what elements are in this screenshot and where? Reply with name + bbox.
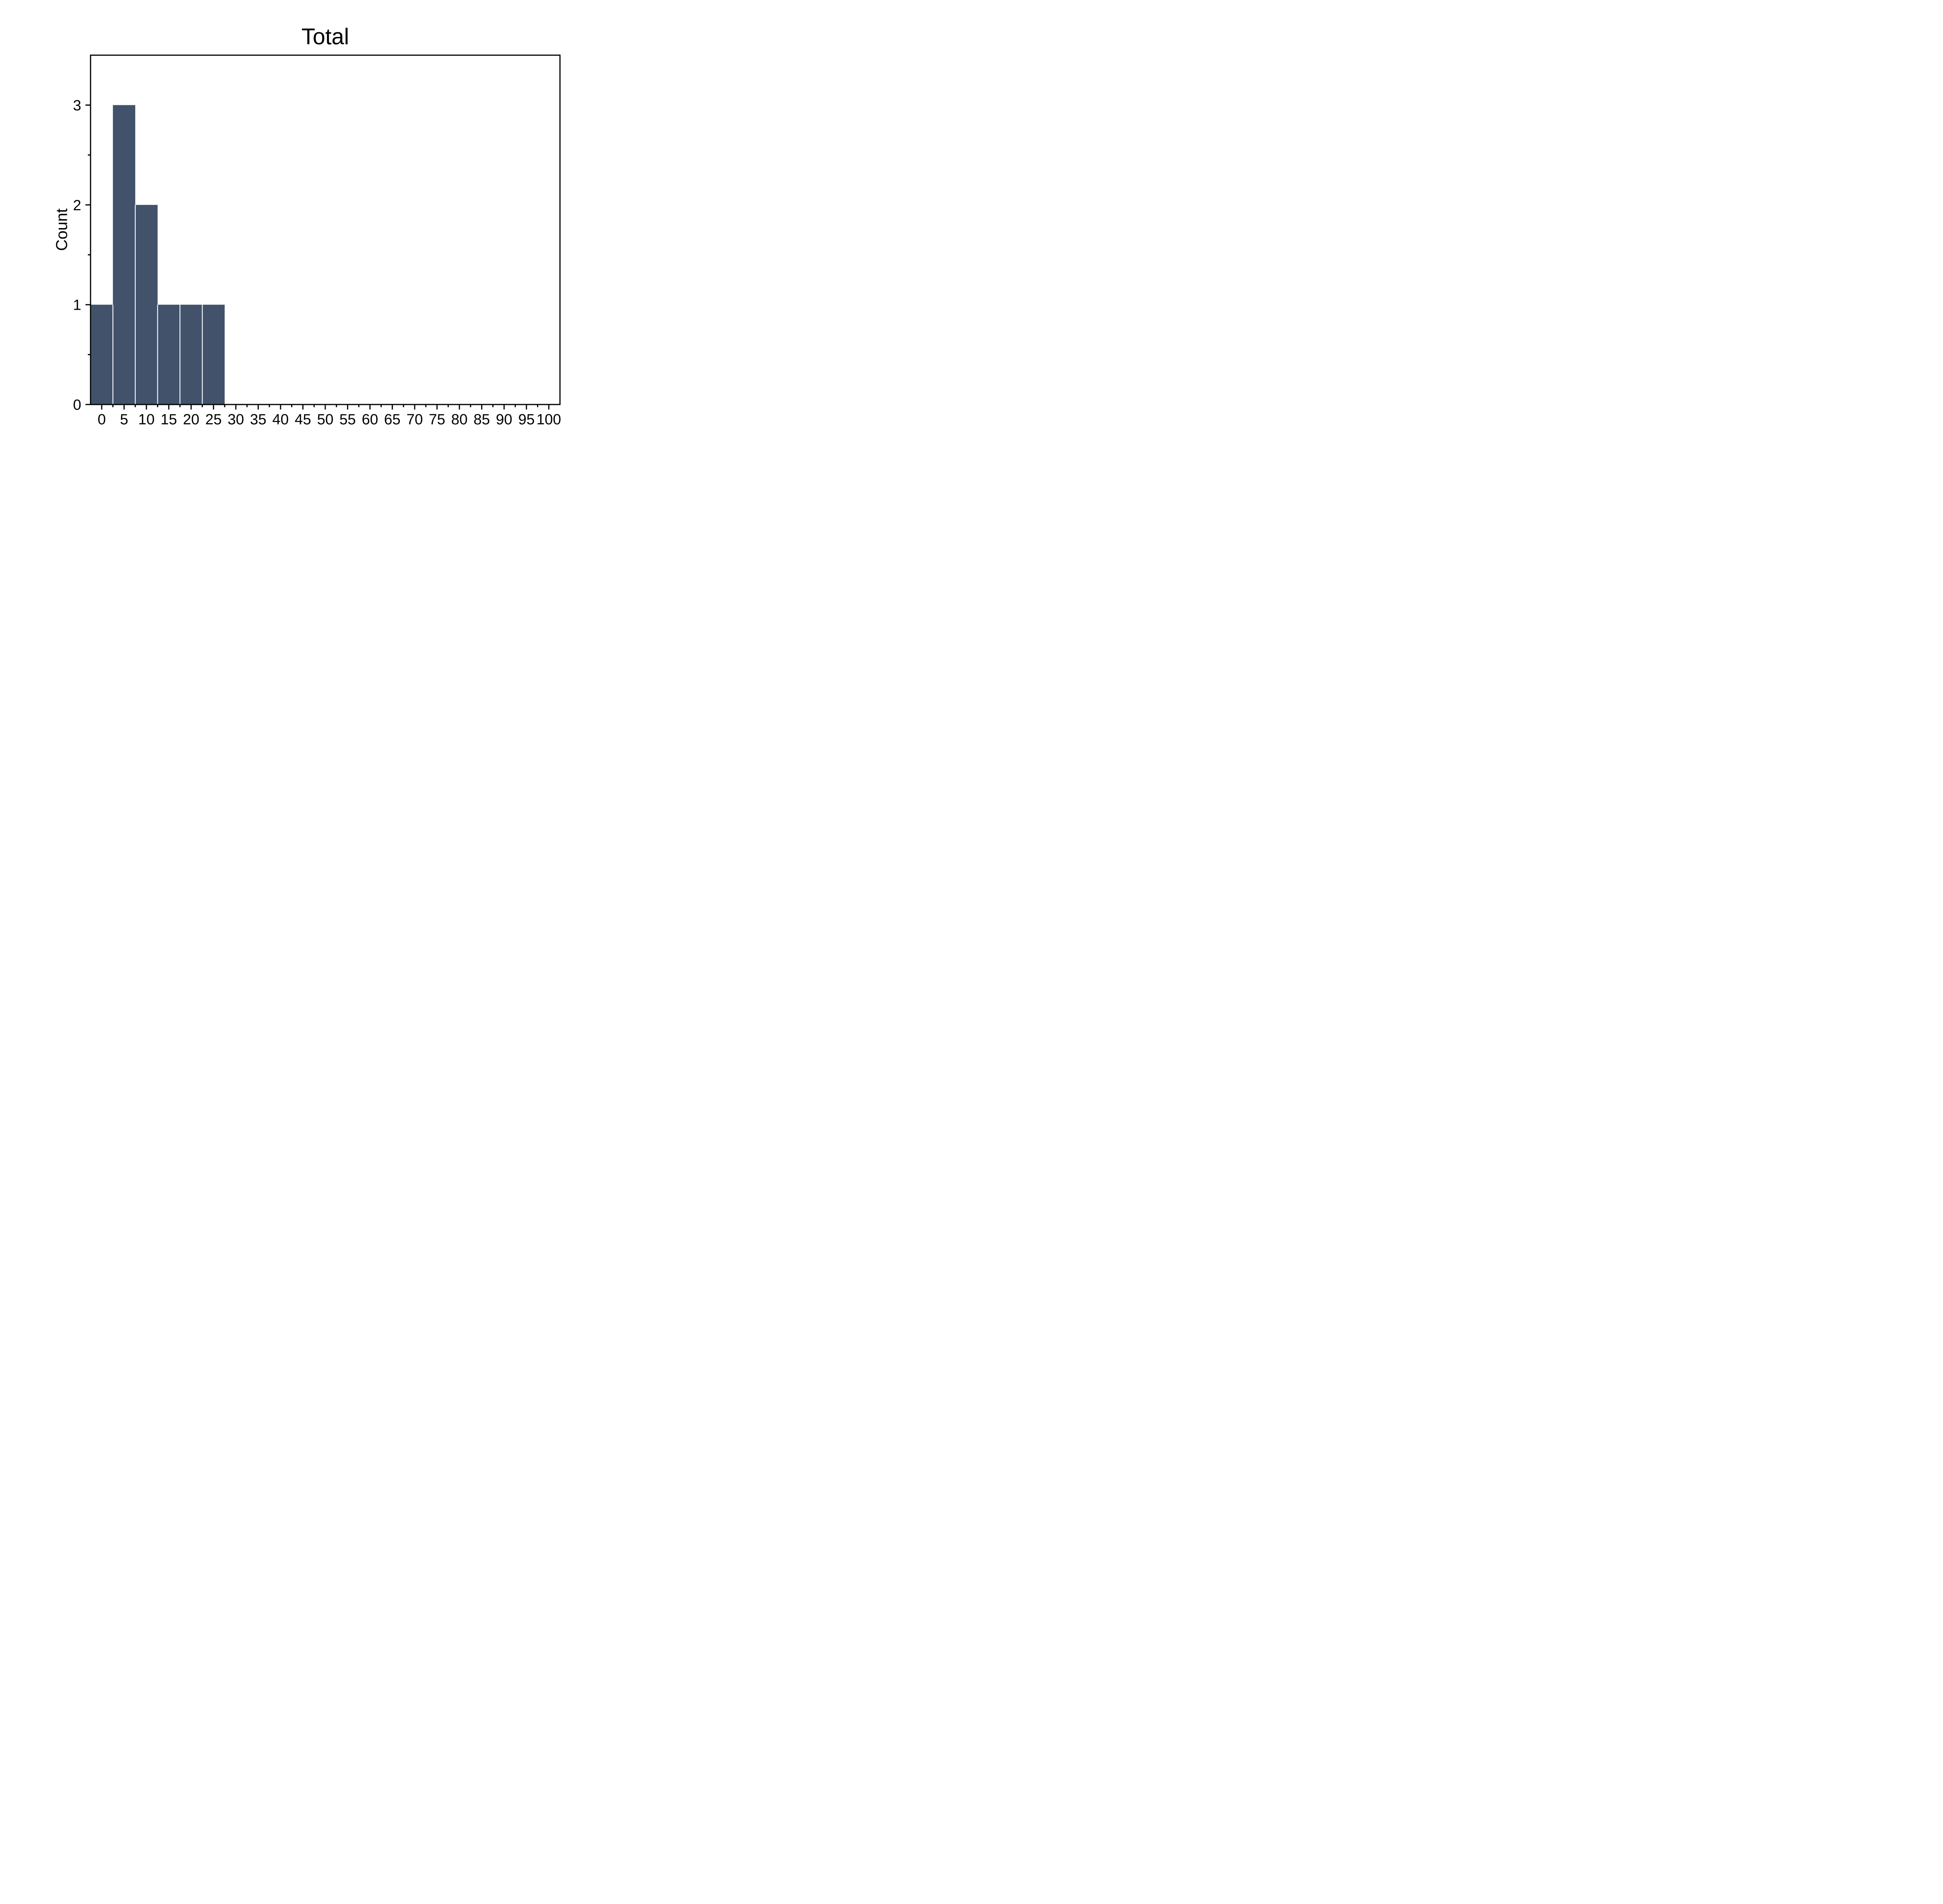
plot-area: 0 5 10 15 20 25 30 35 40 45 50 55 60 65 70 75 80 85 90 95 10… <box>73 54 561 428</box>
x-tick-label: 0 <box>98 411 106 428</box>
x-tick-label: 70 <box>406 411 423 428</box>
x-tick-label: 85 <box>474 411 490 428</box>
y-tick-label: 0 <box>73 397 81 413</box>
x-tick-label: 65 <box>384 411 400 428</box>
x-tick-label: 25 <box>205 411 222 428</box>
x-tick-label: 45 <box>295 411 311 428</box>
histogram-bar <box>180 305 202 405</box>
x-tick-label: 10 <box>138 411 155 428</box>
histogram-bar <box>202 305 225 405</box>
axes-frame <box>90 54 561 405</box>
x-tick-label: 35 <box>250 411 266 428</box>
x-tick-label: 95 <box>518 411 535 428</box>
x-tick-label: 55 <box>339 411 356 428</box>
histogram-bar <box>113 105 136 405</box>
histogram-bar <box>135 205 158 405</box>
x-tick-label: 15 <box>160 411 177 428</box>
y-tick-label: 2 <box>73 197 81 214</box>
y-tick-label: 1 <box>73 297 81 314</box>
x-tick-label: 60 <box>362 411 378 428</box>
x-tick-label: 100 <box>537 411 561 428</box>
histogram-bar <box>91 305 113 405</box>
x-tick-label: 5 <box>120 411 128 428</box>
figure-canvas: Total Count 0 5 10 15 20 25 30 35 40 45 50 55 60 65 70… <box>0 0 622 476</box>
chart-title: Total <box>301 24 349 49</box>
x-tick-label: 90 <box>496 411 512 428</box>
y-tick-label: 3 <box>73 98 81 114</box>
x-tick-label: 20 <box>183 411 199 428</box>
x-tick-label: 40 <box>272 411 289 428</box>
x-tick-label: 75 <box>429 411 445 428</box>
x-tick-label: 30 <box>228 411 244 428</box>
x-tick-label: 80 <box>451 411 467 428</box>
histogram-bar <box>157 305 180 405</box>
x-tick-label: 50 <box>317 411 333 428</box>
